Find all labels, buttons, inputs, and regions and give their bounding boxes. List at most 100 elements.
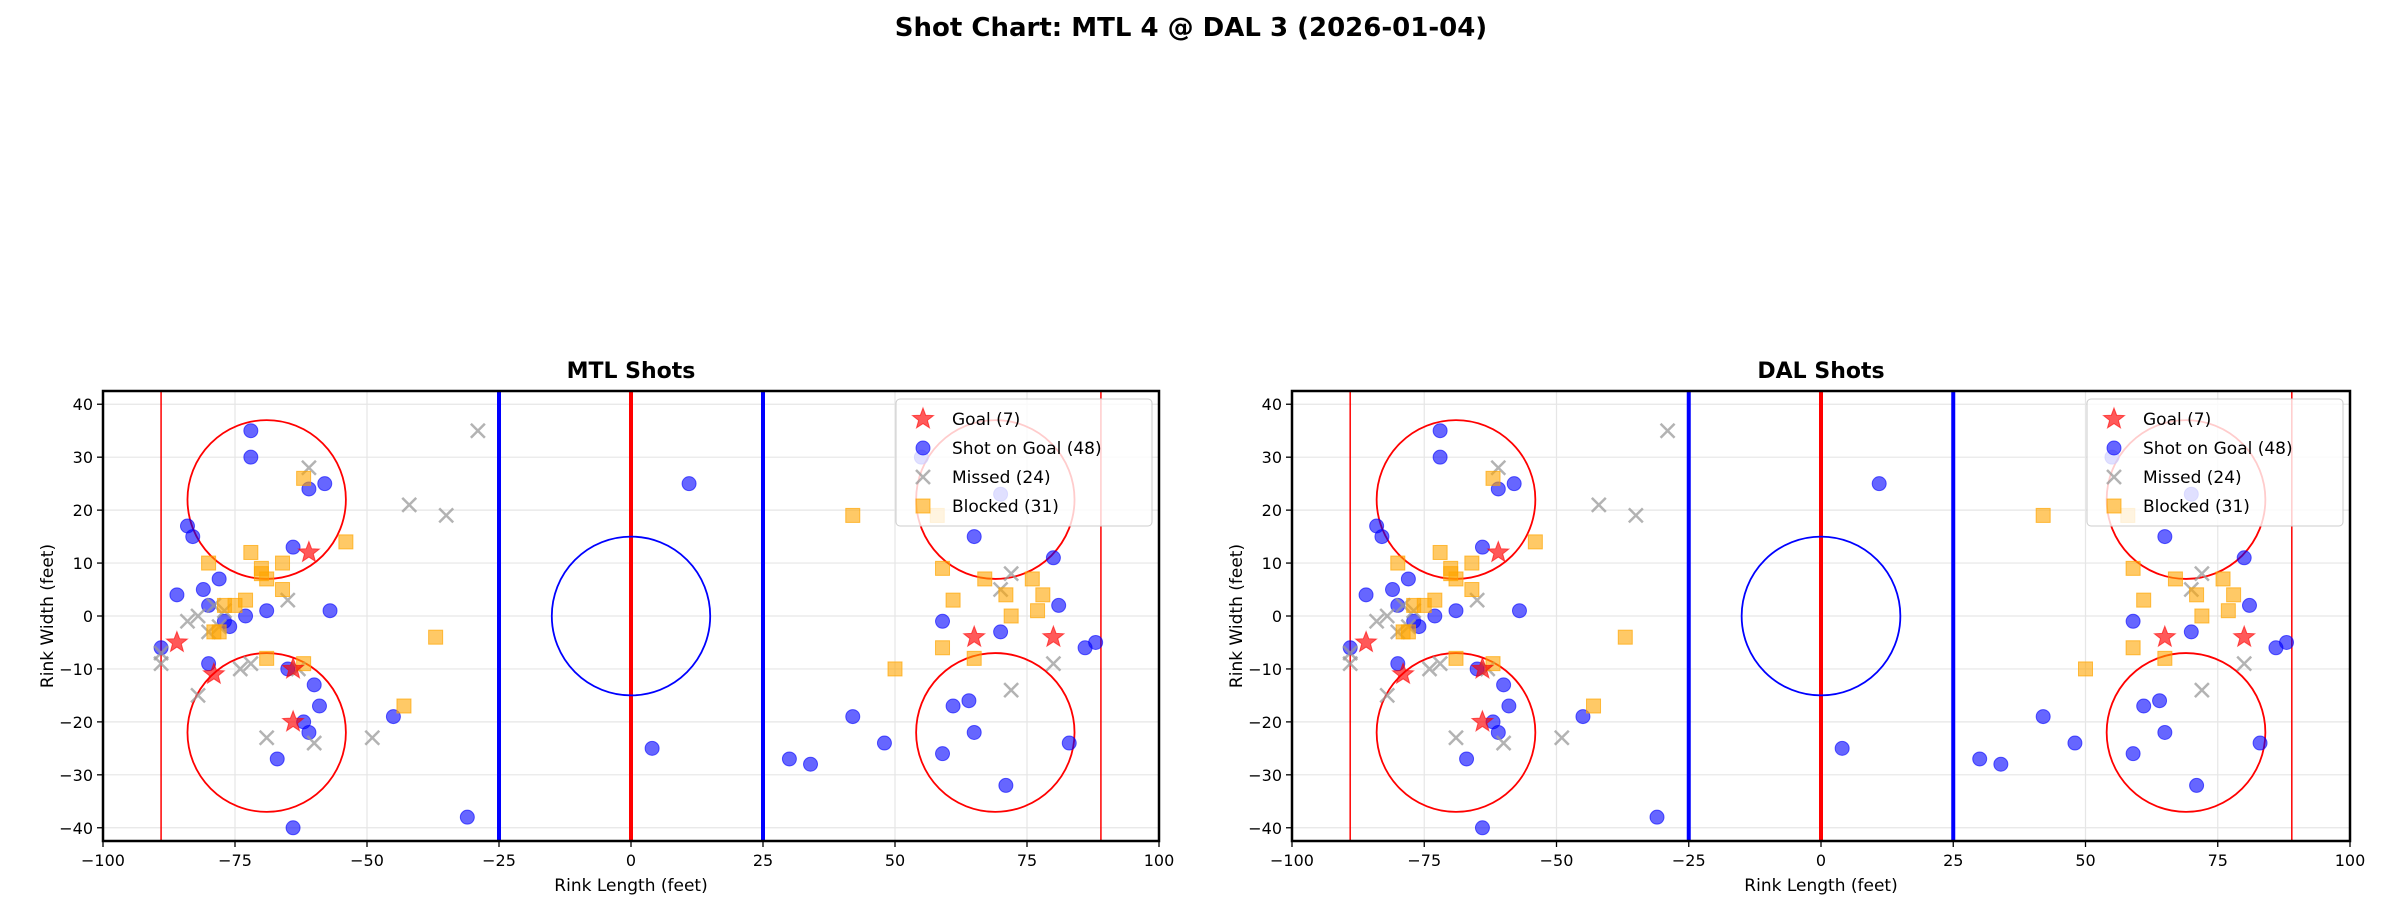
circle-point — [1871, 476, 1887, 492]
x-point — [1368, 613, 1385, 630]
x-point — [242, 655, 259, 672]
legend-entry: Shot on Goal (48) — [2143, 439, 2293, 459]
square-point — [296, 470, 312, 486]
square-point — [253, 560, 269, 576]
circle-point — [998, 777, 1014, 793]
circle-point — [2241, 597, 2257, 613]
y-tick-label: 0 — [83, 607, 93, 626]
circle-point — [2136, 698, 2152, 714]
y-tick-label: −10 — [1248, 660, 1282, 679]
circle-point — [243, 423, 259, 439]
x-tick-label: −100 — [1270, 851, 1314, 870]
x-point — [1432, 655, 1449, 672]
square-point — [2226, 587, 2242, 603]
y-axis-label: Rink Width (feet) — [38, 544, 58, 688]
x-point — [1342, 655, 1359, 672]
circle-point — [1506, 476, 1522, 492]
circle-point — [1061, 735, 1077, 751]
circle-point — [2067, 735, 2083, 751]
square-point — [1527, 534, 1543, 550]
circle-point — [285, 820, 301, 836]
square-point — [966, 650, 982, 666]
star-point — [202, 661, 226, 685]
square-point — [2189, 587, 2205, 603]
y-tick-label: −10 — [59, 660, 93, 679]
circle-point — [243, 449, 259, 465]
y-tick-label: 30 — [73, 448, 93, 467]
square-point — [1617, 629, 1633, 645]
circle-point — [1501, 698, 1517, 714]
y-axis-label: Rink Width (feet) — [1227, 544, 1247, 688]
faceoff-circle — [1375, 419, 1537, 580]
circle-point — [2152, 693, 2168, 709]
x-tick-label: −25 — [482, 851, 516, 870]
circle-point — [2183, 624, 2199, 640]
circle-point — [1432, 449, 1448, 465]
legend: Goal (7) Shot on Goal (48) Missed (24) Bloc… — [2086, 398, 2344, 527]
star-point — [1470, 656, 1495, 679]
legend-circle-icon — [2106, 440, 2122, 456]
circle-point — [2236, 550, 2252, 566]
rink-markings — [1349, 391, 2293, 841]
square-point — [2194, 608, 2210, 624]
y-tick-label: 20 — [1262, 501, 1282, 520]
x-point — [2193, 565, 2210, 582]
center-ice-circle — [550, 535, 712, 697]
circle-point — [2125, 746, 2141, 762]
x-tick-label: 100 — [1144, 851, 1175, 870]
square-point — [977, 571, 993, 587]
circle-point — [1834, 740, 1850, 756]
circle-point — [195, 582, 211, 598]
x-point — [258, 729, 275, 746]
circle-point — [1400, 571, 1416, 587]
x-tick-label: 100 — [2335, 851, 2366, 870]
faceoff-circle — [2105, 652, 2267, 813]
square-point — [1390, 555, 1406, 571]
circle-point — [1374, 529, 1390, 545]
x-axis-label: Rink Length (feet) — [1744, 876, 1897, 896]
legend-entry: Missed (24) — [2143, 468, 2242, 488]
star-point — [2232, 624, 2257, 648]
y-tick-label: 40 — [73, 395, 93, 414]
legend-entry: Missed (24) — [952, 468, 1051, 488]
rink-markings — [160, 391, 1102, 841]
square-point — [2215, 571, 2231, 587]
circle-point — [966, 724, 982, 740]
x-point — [190, 608, 206, 624]
circle-point — [1511, 603, 1527, 619]
x-point — [1045, 655, 1062, 672]
star-point — [1486, 540, 1511, 563]
circle-point — [644, 740, 660, 756]
x-tick-label: 75 — [1017, 851, 1037, 870]
x-tick-label: −75 — [218, 851, 252, 870]
square-point — [887, 661, 903, 677]
circle-point — [1045, 550, 1061, 566]
square-point — [1416, 597, 1432, 613]
square-point — [2125, 640, 2141, 656]
square-point — [1485, 470, 1501, 486]
star-point — [297, 540, 321, 563]
y-tick-label: 0 — [1272, 607, 1282, 626]
x-point — [306, 735, 323, 751]
x-point — [1590, 496, 1607, 513]
circle-point — [935, 613, 951, 629]
x-point — [1003, 682, 1020, 699]
x-point — [1659, 422, 1676, 439]
faceoff-circle — [915, 652, 1076, 813]
circle-point — [2252, 735, 2268, 751]
y-tick-label: 10 — [73, 554, 93, 573]
square-point — [1400, 624, 1416, 640]
x-tick-label: 0 — [1816, 851, 1826, 870]
circle-point — [306, 677, 322, 693]
square-point — [428, 629, 444, 645]
square-point — [998, 587, 1014, 603]
x-point — [1627, 507, 1644, 524]
circle-point — [459, 809, 475, 825]
square-point — [201, 555, 217, 571]
legend-entry: Goal (7) — [952, 410, 1020, 430]
circle-point — [322, 603, 338, 619]
circle-point — [285, 539, 301, 555]
circle-point — [1051, 597, 1067, 613]
y-tick-label: 30 — [1262, 448, 1282, 467]
star-point — [962, 624, 987, 648]
